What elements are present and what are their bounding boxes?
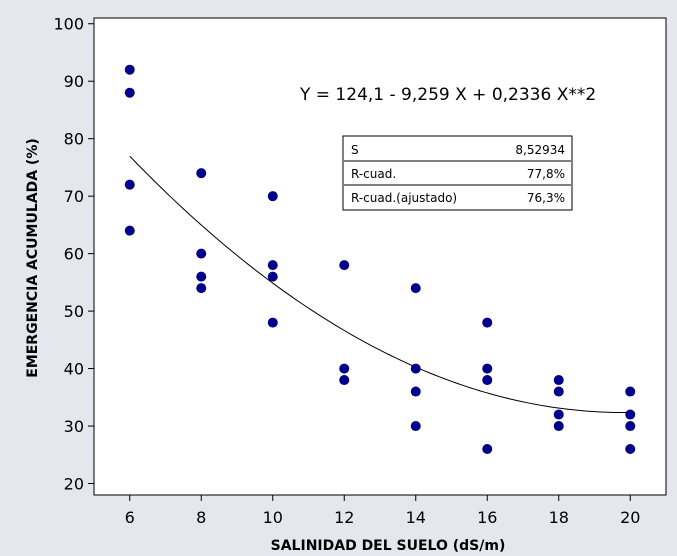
- stats-box: S 8,52934 R-cuad. 77,8% R-cuad.(ajustado…: [342, 135, 573, 211]
- y-tick-label: 60: [64, 245, 84, 264]
- data-point: [410, 421, 421, 432]
- y-axis: 20 30 40 50 60 70 80 90 100: [53, 15, 94, 494]
- data-point: [410, 386, 421, 397]
- y-tick-label: 100: [53, 15, 84, 34]
- y-tick-label: 40: [64, 360, 84, 379]
- x-tick-label: 12: [334, 508, 354, 527]
- data-point: [196, 248, 207, 259]
- data-point: [267, 317, 278, 328]
- plot-area: [93, 17, 667, 496]
- y-tick-label: 70: [64, 187, 84, 206]
- data-point: [482, 363, 493, 374]
- data-points: [124, 64, 636, 455]
- data-point: [482, 317, 493, 328]
- data-point: [625, 386, 636, 397]
- x-axis-title: SALINIDAD DEL SUELO (dS/m): [271, 538, 506, 554]
- data-point: [124, 225, 135, 236]
- data-point: [553, 375, 564, 386]
- stat-rsq-adj-value: 76,3%: [527, 191, 565, 205]
- data-point: [625, 421, 636, 432]
- data-point: [267, 260, 278, 271]
- stat-rsq-label: R-cuad.: [351, 167, 396, 181]
- data-point: [339, 363, 350, 374]
- data-point: [339, 260, 350, 271]
- x-axis: 6 8 10 12 14 16 18 20: [125, 495, 640, 527]
- data-point: [196, 168, 207, 179]
- data-point: [124, 179, 135, 190]
- x-tick-label: 16: [477, 508, 497, 527]
- data-point: [410, 363, 421, 374]
- data-point: [482, 444, 493, 455]
- y-tick-label: 50: [64, 302, 84, 321]
- x-tick-label: 18: [549, 508, 569, 527]
- x-tick-label: 6: [125, 508, 135, 527]
- data-point: [482, 375, 493, 386]
- data-point: [267, 271, 278, 282]
- y-tick-label: 30: [64, 417, 84, 436]
- data-point: [410, 283, 421, 294]
- y-axis-title: EMERGENCIA ACUMULADA (%): [25, 138, 41, 378]
- stat-rsq-value: 77,8%: [527, 167, 565, 181]
- data-point: [196, 283, 207, 294]
- y-tick-label: 80: [64, 130, 84, 149]
- x-tick-label: 10: [263, 508, 283, 527]
- data-point: [267, 191, 278, 202]
- data-point: [553, 386, 564, 397]
- data-point: [625, 409, 636, 420]
- x-tick-label: 8: [196, 508, 206, 527]
- data-point: [553, 421, 564, 432]
- x-tick-label: 14: [406, 508, 426, 527]
- data-point: [124, 87, 135, 98]
- x-tick-label: 20: [620, 508, 640, 527]
- data-point: [196, 271, 207, 282]
- y-tick-label: 90: [64, 72, 84, 91]
- stat-rsq-adj-label: R-cuad.(ajustado): [351, 191, 457, 205]
- data-point: [124, 64, 135, 75]
- data-point: [625, 444, 636, 455]
- data-point: [339, 375, 350, 386]
- stat-s-label: S: [351, 143, 359, 157]
- fitted-curve: [129, 155, 631, 414]
- stat-s-value: 8,52934: [515, 143, 565, 157]
- y-tick-label: 20: [64, 475, 84, 494]
- data-point: [553, 409, 564, 420]
- regression-equation: Y = 124,1 - 9,259 X + 0,2336 X**2: [299, 85, 596, 105]
